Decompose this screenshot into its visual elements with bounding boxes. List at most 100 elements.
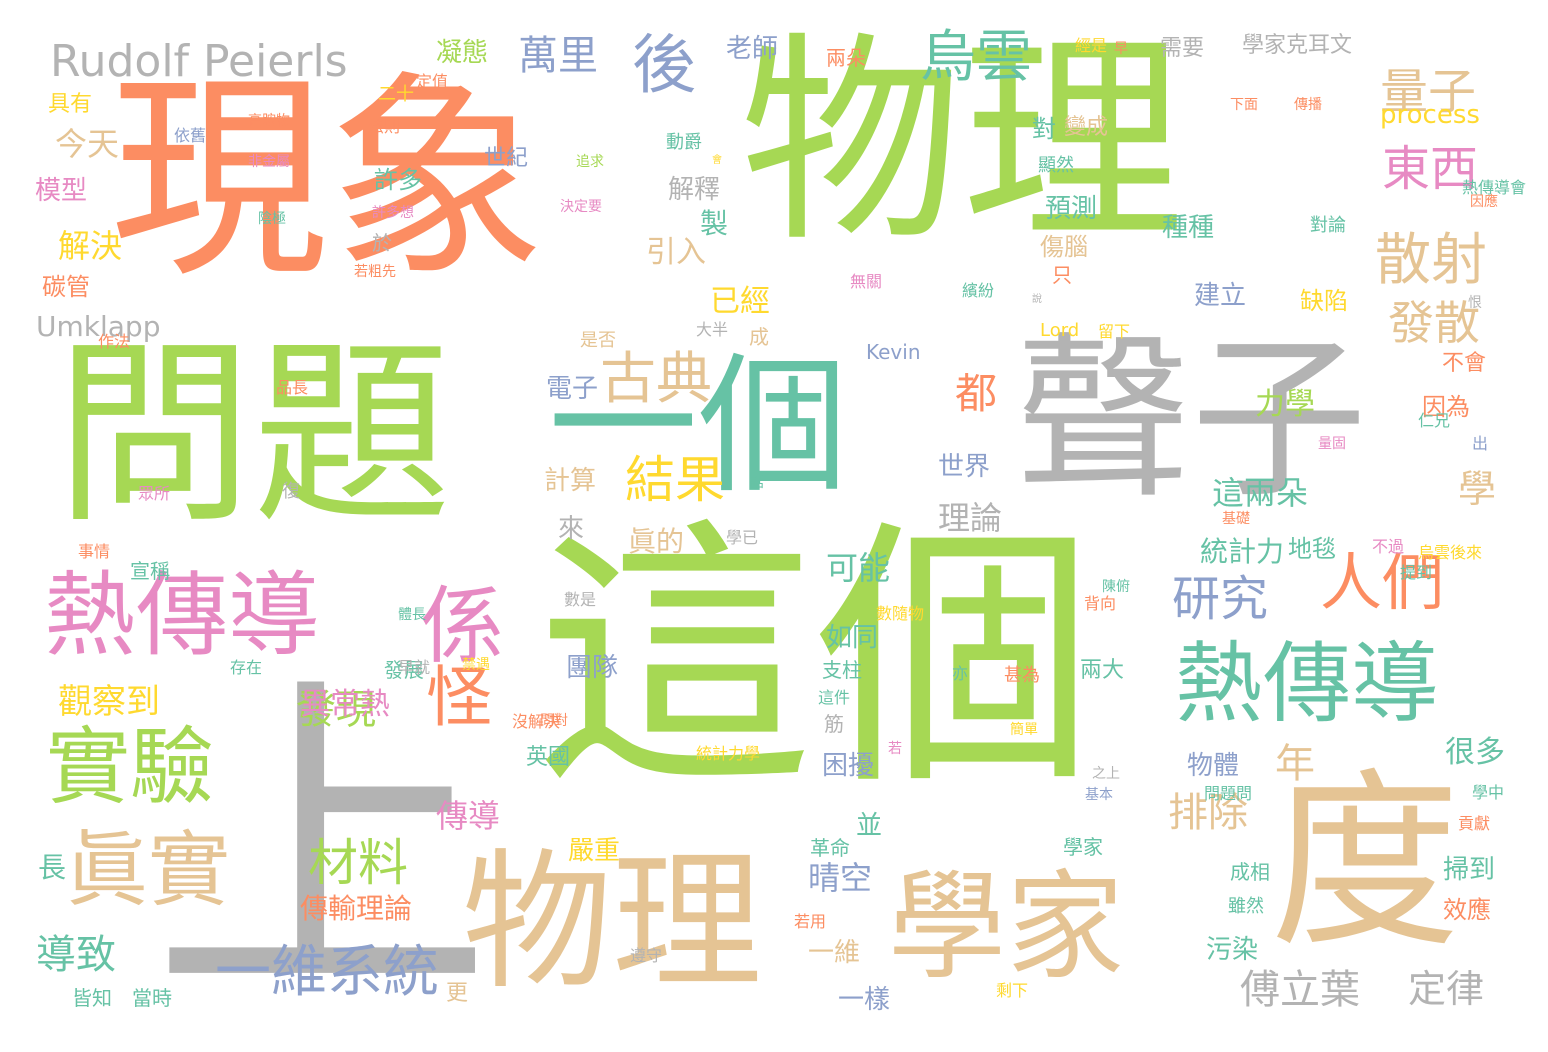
cloud-word: 革命 bbox=[810, 836, 850, 860]
cloud-word: 動爵 bbox=[666, 132, 702, 153]
cloud-word: 缺陷 bbox=[1300, 287, 1348, 315]
cloud-word: 晴空 bbox=[808, 859, 873, 897]
cloud-word: 數是 bbox=[564, 590, 597, 609]
cloud-word: 經是 bbox=[1075, 36, 1108, 55]
cloud-word: 定值 bbox=[416, 72, 449, 91]
cloud-word: 解決 bbox=[58, 227, 123, 265]
cloud-word: 世界 bbox=[938, 452, 991, 482]
cloud-word: 只 bbox=[1052, 263, 1072, 287]
cloud-word: 非金屬 bbox=[248, 154, 290, 170]
cloud-word: 眞的 bbox=[628, 525, 685, 558]
cloud-word: 嚴重 bbox=[568, 836, 621, 866]
cloud-word: 研究 bbox=[1172, 571, 1269, 627]
cloud-word: 會 bbox=[712, 155, 722, 166]
cloud-word: 提到 bbox=[1400, 563, 1433, 582]
cloud-word: 散射 bbox=[1375, 228, 1487, 293]
cloud-word: 是否 bbox=[580, 330, 616, 351]
cloud-word: 若 bbox=[888, 741, 902, 757]
cloud-word: 物理 bbox=[740, 14, 1184, 272]
cloud-word: 基本 bbox=[1085, 787, 1113, 803]
cloud-word: 這個 bbox=[535, 497, 1095, 823]
cloud-word: 繽紛 bbox=[962, 281, 995, 300]
cloud-word: 長 bbox=[38, 851, 67, 884]
cloud-word: 兩大 bbox=[1080, 658, 1125, 683]
cloud-word: 具有 bbox=[48, 92, 93, 117]
cloud-word: 高胺物 bbox=[248, 113, 290, 129]
cloud-word: 傳輸理論 bbox=[300, 892, 413, 925]
cloud-word: 之上 bbox=[1092, 766, 1120, 782]
cloud-word: 可能 bbox=[826, 549, 891, 587]
cloud-word: 這件 bbox=[818, 688, 851, 707]
cloud-word: 效應 bbox=[1443, 896, 1491, 924]
cloud-word: 成相 bbox=[1230, 860, 1270, 884]
cloud-word: 傳導 bbox=[436, 797, 501, 835]
cloud-word: 如同 bbox=[826, 623, 879, 653]
cloud-word: 眾所 bbox=[138, 484, 171, 503]
cloud-word: 預測 bbox=[1045, 194, 1098, 224]
cloud-word: 變成 bbox=[1064, 115, 1109, 140]
cloud-word: 基礎 bbox=[1222, 511, 1250, 527]
cloud-word: 上 bbox=[152, 647, 492, 1043]
cloud-word: 眞實 bbox=[66, 823, 231, 918]
cloud-word: 一維 bbox=[808, 938, 861, 968]
cloud-word: 無關 bbox=[850, 272, 883, 291]
cloud-word: 作法 bbox=[98, 332, 131, 351]
cloud-word: 當時 bbox=[132, 986, 172, 1010]
cloud-word: 結果 bbox=[625, 451, 725, 509]
cloud-word: Umklapp bbox=[36, 310, 161, 343]
cloud-word: 地毯 bbox=[1288, 535, 1336, 563]
cloud-word: Lord bbox=[1040, 320, 1080, 341]
cloud-word: 古典 bbox=[600, 347, 712, 412]
cloud-word: 聲子 bbox=[1015, 317, 1368, 522]
cloud-word: 品長 bbox=[276, 378, 309, 397]
cloud-word: 存在 bbox=[230, 658, 263, 677]
cloud-word: 後 bbox=[632, 29, 696, 103]
cloud-word: 體長 bbox=[398, 607, 426, 623]
cloud-word: 這兩朵 bbox=[1212, 474, 1309, 512]
cloud-word: 不過 bbox=[1372, 537, 1405, 556]
cloud-word: 計算 bbox=[544, 466, 597, 496]
cloud-word: 筋 bbox=[824, 712, 844, 736]
cloud-word: 熱傳導會 bbox=[1462, 178, 1527, 197]
cloud-word: 對論 bbox=[1310, 215, 1346, 236]
cloud-word: 度 bbox=[1270, 752, 1461, 973]
cloud-word: 怪 bbox=[426, 659, 492, 736]
cloud-word: 大半 bbox=[696, 320, 729, 339]
cloud-word: 人們 bbox=[1320, 546, 1445, 619]
cloud-word: 簡單 bbox=[1010, 722, 1038, 738]
cloud-word: 因應 bbox=[1470, 194, 1498, 210]
cloud-word: 學已 bbox=[726, 528, 759, 547]
cloud-word: 不會 bbox=[1442, 351, 1487, 376]
cloud-word: 依舊 bbox=[174, 126, 207, 145]
cloud-word: 物理 bbox=[462, 836, 763, 1010]
cloud-word: 統計力 bbox=[1200, 535, 1285, 568]
cloud-word: 理論 bbox=[938, 499, 1003, 537]
cloud-word: 沒解決 bbox=[512, 712, 561, 731]
cloud-word: 導致 bbox=[36, 932, 116, 978]
cloud-word: 問題 bbox=[55, 319, 451, 550]
cloud-word: 數隨物 bbox=[876, 604, 925, 623]
cloud-word: 宣稱 bbox=[130, 559, 170, 583]
cloud-word: 熱傳導 bbox=[44, 562, 321, 669]
cloud-word: 早就 bbox=[398, 658, 431, 677]
cloud-word: 定律 bbox=[1408, 967, 1485, 1011]
cloud-word: 若粗先 bbox=[354, 264, 396, 280]
cloud-word: 學 bbox=[1458, 467, 1497, 511]
cloud-word: 老師 bbox=[726, 34, 779, 64]
cloud-word: 復 bbox=[282, 481, 300, 502]
cloud-word: 留下 bbox=[1098, 322, 1131, 341]
cloud-word: 問題問 bbox=[1204, 784, 1253, 803]
cloud-word: 年 bbox=[1275, 741, 1315, 787]
cloud-word: 困擾 bbox=[822, 751, 875, 781]
cloud-word: 下面 bbox=[1230, 97, 1258, 113]
cloud-word: 凝態 bbox=[436, 38, 489, 68]
cloud-word: 恨 bbox=[1468, 295, 1482, 311]
cloud-word: 東西 bbox=[1382, 141, 1479, 197]
cloud-word: 於 bbox=[372, 231, 392, 255]
cloud-word: 來 bbox=[558, 514, 585, 544]
cloud-word: 係 bbox=[420, 577, 505, 675]
cloud-word: 材料 bbox=[308, 834, 408, 892]
cloud-word: 話 bbox=[750, 475, 764, 491]
cloud-word: 種種 bbox=[1162, 213, 1215, 243]
cloud-word: 量固 bbox=[1318, 436, 1346, 452]
